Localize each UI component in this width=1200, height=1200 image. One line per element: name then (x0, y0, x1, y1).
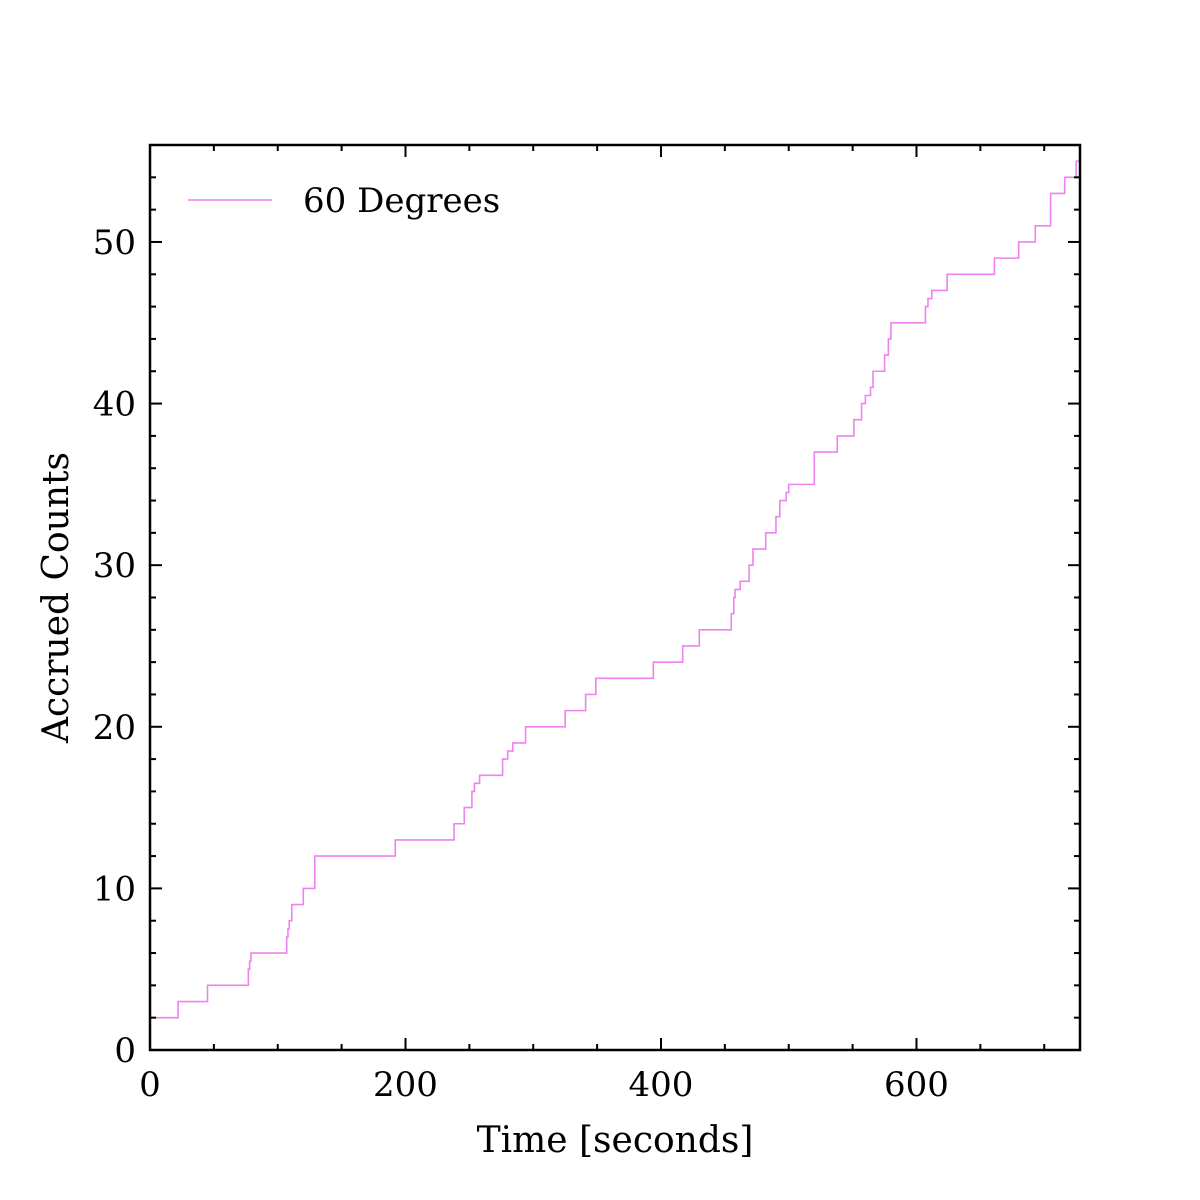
axis-ticks (149, 144, 1080, 1051)
x-tick-label: 200 (373, 1065, 438, 1105)
y-tick-label: 20 (93, 708, 136, 748)
y-tick-label: 50 (93, 223, 136, 263)
x-axis-label: Time [seconds] (477, 1120, 754, 1161)
tick-labels: 0 200 400 600 0 10 20 30 40 50 (93, 223, 949, 1105)
x-tick-label: 0 (139, 1065, 161, 1105)
x-tick-label: 600 (884, 1065, 949, 1105)
y-tick-label: 30 (93, 546, 136, 586)
y-tick-label: 0 (114, 1031, 136, 1071)
y-tick-label: 40 (93, 385, 136, 425)
plot-frame (148, 143, 1082, 1052)
y-axis-label: Accrued Counts (36, 452, 77, 744)
legend: 60 Degrees (188, 181, 500, 221)
x-tick-label: 400 (629, 1065, 694, 1105)
y-tick-label: 10 (93, 869, 136, 909)
legend-label: 60 Degrees (303, 181, 500, 221)
series-line-60-degrees (150, 160, 1080, 1019)
